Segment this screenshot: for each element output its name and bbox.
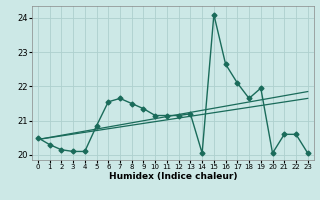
X-axis label: Humidex (Indice chaleur): Humidex (Indice chaleur) [108, 172, 237, 181]
